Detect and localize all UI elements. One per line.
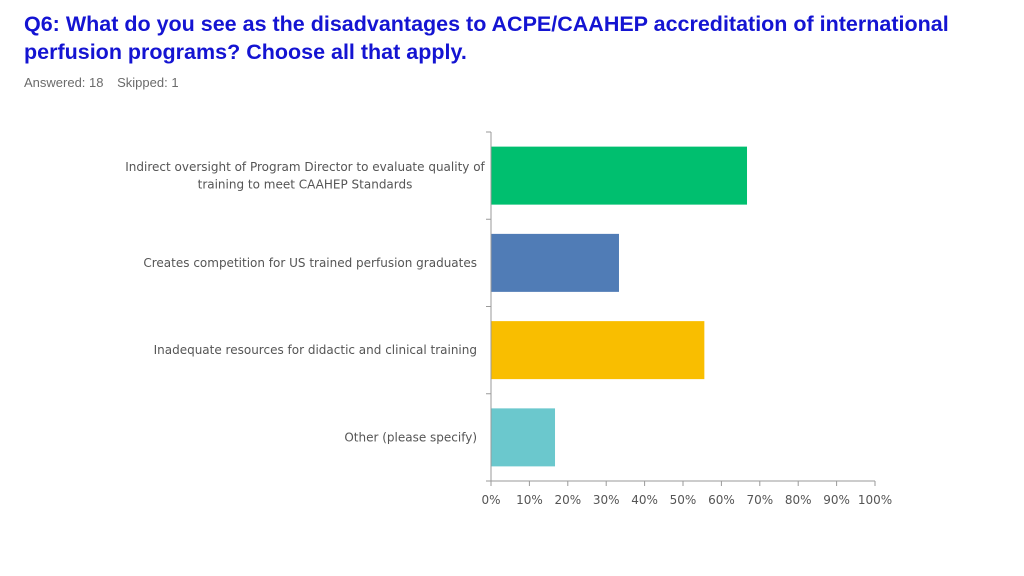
x-tick-label-5: 50% bbox=[670, 493, 697, 507]
question-title: Q6: What do you see as the disadvantages… bbox=[24, 12, 949, 64]
x-tick-label-4: 40% bbox=[631, 493, 658, 507]
tick-labels: 0% 10% 20% 30% 40% 50% 60% 70% 80% 90% 100% bbox=[481, 493, 892, 507]
x-tick-label-3: 30% bbox=[593, 493, 620, 507]
x-tick-label-10: 100% bbox=[858, 493, 892, 507]
category-labels: Indirect oversight of Program Director t… bbox=[125, 160, 485, 445]
x-tick-label-0: 0% bbox=[481, 493, 500, 507]
x-tick-label-7: 70% bbox=[746, 493, 773, 507]
bar-3 bbox=[491, 321, 705, 380]
bar-2 bbox=[491, 233, 619, 292]
response-stats: Answered: 18 Skipped: 1 bbox=[24, 75, 189, 90]
answered-count: Answered: 18 bbox=[24, 75, 104, 90]
category-label-1: Indirect oversight of Program Director t… bbox=[125, 160, 485, 192]
axes-group bbox=[486, 131, 876, 486]
x-tick-label-8: 80% bbox=[785, 493, 812, 507]
bar-4 bbox=[491, 408, 556, 467]
category-label-2: Creates competition for US trained perfu… bbox=[143, 256, 477, 270]
category-label-4: Other (please specify) bbox=[344, 430, 477, 444]
x-tick-label-6: 60% bbox=[708, 493, 735, 507]
category-label-3: Inadequate resources for didactic and cl… bbox=[154, 343, 477, 357]
skipped-count: Skipped: 1 bbox=[117, 75, 179, 90]
bar-1 bbox=[491, 146, 748, 205]
bars-group bbox=[491, 146, 748, 467]
x-tick-label-9: 90% bbox=[823, 493, 850, 507]
x-tick-label-2: 20% bbox=[554, 493, 581, 507]
x-tick-label-1: 10% bbox=[516, 493, 543, 507]
